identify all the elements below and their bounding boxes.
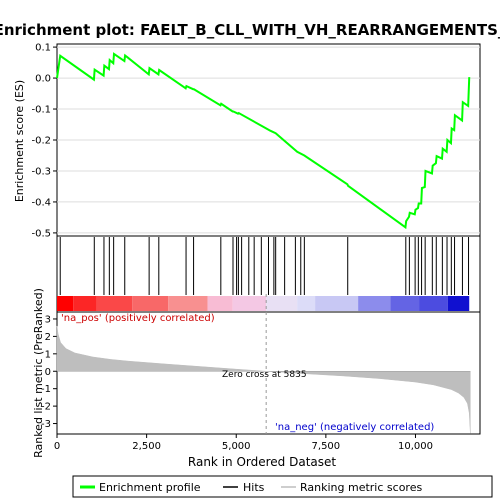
es-ytick-label: -0.1	[31, 105, 51, 116]
heat-bar-segment	[73, 296, 97, 311]
x-tick-label: 10,000	[398, 441, 433, 452]
metric-ytick-label: 0	[45, 367, 51, 378]
legend-label-ranking-metric: Ranking metric scores	[300, 481, 422, 494]
es-ytick-label: 0.0	[35, 74, 51, 85]
heat-bar-segment	[57, 296, 74, 311]
heat-bar-segment	[232, 296, 267, 311]
pos-correlated-label: 'na_pos' (positively correlated)	[61, 313, 215, 324]
es-ytick-label: 0.1	[35, 43, 51, 54]
metric-ylabel: Ranked list metric (PreRanked)	[32, 288, 45, 458]
neg-correlated-label: 'na_neg' (negatively correlated)	[275, 422, 434, 433]
metric-ytick-label: -1	[41, 384, 51, 395]
heat-bar-segment	[207, 296, 233, 311]
heat-bar-segment	[132, 296, 169, 311]
heat-bar-segment	[297, 296, 316, 311]
es-ytick-label: -0.5	[31, 228, 51, 239]
metric-ytick-label: 2	[45, 332, 51, 343]
legend: Enrichment profile Hits Ranking metric s…	[72, 475, 493, 498]
heat-bar-segment	[358, 296, 391, 311]
heat-bar-segment	[168, 296, 208, 311]
metric-panel-frame	[56, 311, 481, 435]
heat-bar-segment	[390, 296, 420, 311]
heat-bar-segment	[315, 296, 359, 311]
x-tick-label: 2,500	[132, 441, 161, 452]
es-ytick-label: -0.2	[31, 136, 51, 147]
zero-cross-label: Zero cross at 5835	[222, 370, 307, 380]
x-tick-label: 0	[54, 441, 60, 452]
metric-ytick-label: 1	[45, 349, 51, 360]
metric-ytick-label: -2	[41, 402, 51, 413]
x-tick-label: 5,000	[222, 441, 251, 452]
es-ytick-label: -0.4	[31, 197, 51, 208]
legend-label-enrichment-profile: Enrichment profile	[99, 481, 201, 494]
metric-ytick-label: 3	[45, 314, 51, 325]
heat-bar-segment	[447, 296, 470, 311]
heat-bar-segment	[419, 296, 448, 311]
ranking-metric-area	[56, 325, 471, 434]
x-tick-label: 7,500	[312, 441, 341, 452]
es-ytick-label: -0.3	[31, 166, 51, 177]
heat-bar-segment	[96, 296, 133, 311]
metric-ytick-label: -3	[41, 419, 51, 430]
enrichment-profile-line	[56, 52, 471, 230]
legend-label-hits: Hits	[243, 481, 265, 494]
x-axis-label: Rank in Ordered Dataset	[188, 455, 336, 469]
chart-title: Enrichment plot: FAELT_B_CLL_WITH_VH_REA…	[0, 21, 500, 39]
heat-bar-segment	[266, 296, 298, 311]
es-ylabel: Enrichment score (ES)	[13, 80, 26, 202]
